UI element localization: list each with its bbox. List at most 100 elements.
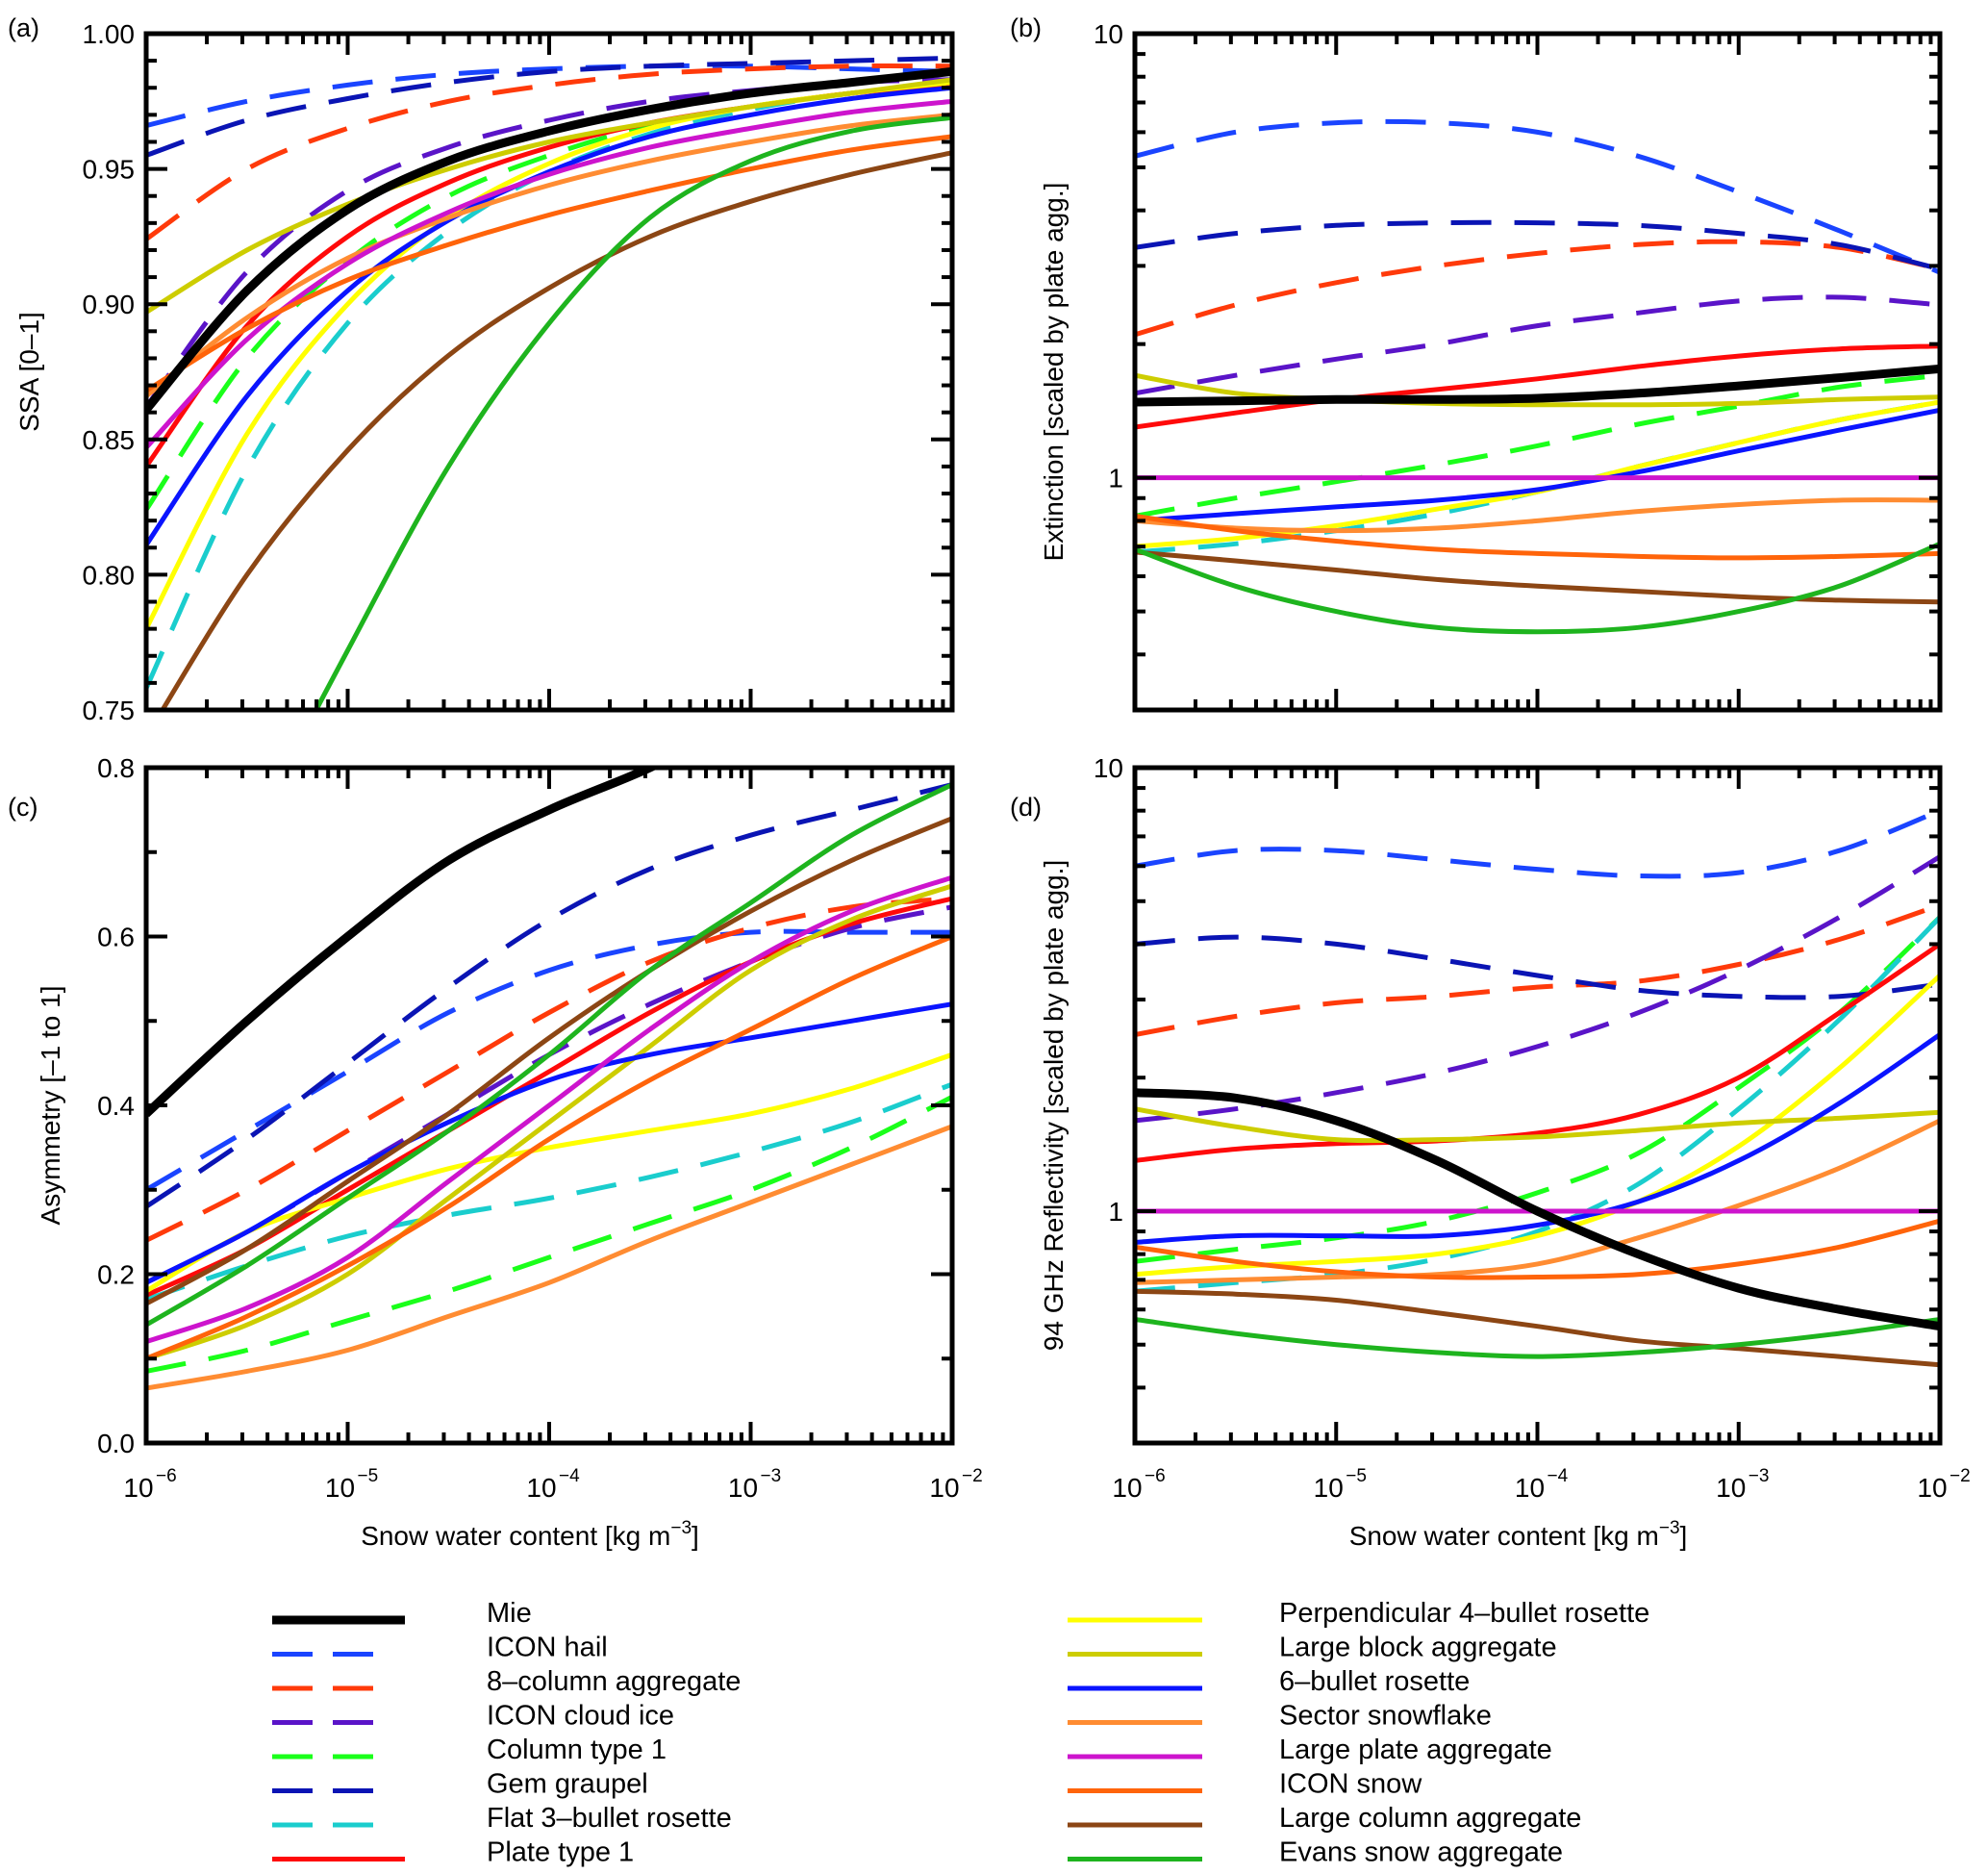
legend-label: Sector snowflake — [1279, 1701, 1492, 1732]
legend-label: Large plate aggregate — [1279, 1735, 1552, 1765]
legend-label: 6–bullet rosette — [1279, 1666, 1470, 1697]
legend-item: Large block aggregate — [1068, 1633, 1557, 1663]
legend-label: Evans snow aggregate — [1279, 1837, 1563, 1868]
x-tick-label-exponent: −2 — [1950, 1466, 1971, 1486]
series-line-sector-snowflake — [1135, 1118, 1940, 1285]
series-line-evans-snow-aggregate — [1135, 1317, 1940, 1359]
legend-item: Perpendicular 4–bullet rosette — [1068, 1598, 1649, 1629]
series-group — [146, 55, 952, 710]
series-line-large-column-aggregate — [146, 816, 952, 1306]
series-line-6-bullet-rosette — [146, 1001, 952, 1285]
legend-label: Column type 1 — [487, 1735, 667, 1765]
legend-label: Large column aggregate — [1279, 1803, 1581, 1834]
series-line-gem-graupel — [146, 55, 952, 158]
legend-item: ICON cloud ice — [272, 1701, 674, 1732]
x-tick-label-exponent: −6 — [1145, 1466, 1166, 1486]
series-line-gem-graupel — [1135, 219, 1940, 272]
series-line-icon-hail — [146, 928, 952, 1192]
y-tick-label: 10 — [1094, 19, 1123, 49]
series-line-plate-type-1 — [1135, 942, 1940, 1163]
legend-label: Perpendicular 4–bullet rosette — [1279, 1598, 1649, 1629]
series-line-icon-snow — [1135, 1218, 1940, 1280]
y-tick-label: 0.80 — [83, 560, 136, 590]
legend-item: Plate type 1 — [272, 1837, 634, 1868]
x-tick-label: 10 — [1716, 1473, 1746, 1503]
series-line-icon-hail — [1135, 118, 1940, 275]
x-tick-label-exponent: −3 — [1749, 1466, 1770, 1486]
legend-label: ICON cloud ice — [487, 1701, 674, 1732]
series-line-8-column-aggregate — [146, 63, 952, 241]
series-line-flat-3-bullet-rosette — [146, 1081, 952, 1303]
series-group — [1135, 118, 1940, 635]
plot-frame — [1132, 31, 1943, 713]
series-line-large-block-aggregate — [146, 883, 952, 1361]
series-line-mie — [146, 66, 952, 413]
series-line-mie — [1135, 1088, 1940, 1331]
series-line-plate-type-1 — [1135, 343, 1940, 430]
series-line-mie — [146, 768, 661, 1118]
y-tick-label: 10 — [1094, 753, 1123, 783]
series-line-icon-snow — [1135, 513, 1940, 561]
legend-item: Mie — [272, 1598, 532, 1629]
series-line-large-column-aggregate — [1135, 549, 1940, 605]
series-line-large-column-aggregate — [160, 150, 952, 710]
panel-tag: (c) — [8, 793, 38, 822]
panel-tag: (b) — [1010, 13, 1042, 42]
x-tick-label: 10 — [1515, 1473, 1545, 1503]
legend-item: Column type 1 — [272, 1735, 667, 1765]
series-line-column-type-1 — [1135, 372, 1940, 519]
legend-label: ICON hail — [487, 1633, 608, 1663]
x-tick-label: 10 — [1917, 1473, 1947, 1503]
x-tick-label: 10 — [526, 1473, 556, 1503]
panel-a: 0.75 0.80 0.85 0.90 0.95 1.00 SSA [0–1] (a) — [8, 13, 955, 725]
legend-label: Mie — [487, 1598, 532, 1629]
y-axis-title: SSA [0–1] — [14, 312, 44, 432]
legend-label: Gem graupel — [487, 1769, 648, 1800]
series-line-evans-snow-aggregate — [146, 782, 952, 1328]
series-line-perpendicular-4-bullet-rosette — [146, 1051, 952, 1294]
x-tick-label-exponent: −2 — [962, 1466, 983, 1486]
series-line-mie — [1135, 364, 1940, 407]
series-line-gem-graupel — [146, 782, 952, 1209]
y-axis-title: Asymmetry [–1 to 1] — [36, 986, 65, 1226]
x-axis-title: Snow water content [kg m−3] — [1349, 1518, 1688, 1551]
series-line-sector-snowflake — [146, 1124, 952, 1391]
legend-item: ICON hail — [272, 1633, 608, 1663]
legend-item: Gem graupel — [272, 1769, 648, 1800]
series-line-large-block-aggregate — [1135, 372, 1940, 408]
series-line-8-column-aggregate — [1135, 902, 1940, 1037]
x-tick-label: 10 — [1314, 1473, 1344, 1503]
x-tick-label-exponent: −5 — [1346, 1466, 1367, 1486]
legend-item: Large plate aggregate — [1068, 1735, 1552, 1765]
legend-label: Flat 3–bullet rosette — [487, 1803, 732, 1834]
panel-tag: (d) — [1010, 793, 1042, 822]
y-tick-label: 0.90 — [83, 290, 136, 319]
series-line-perpendicular-4-bullet-rosette — [1135, 399, 1940, 549]
series-line-evans-snow-aggregate — [1135, 541, 1940, 635]
x-tick-label-exponent: −4 — [559, 1466, 580, 1486]
y-tick-label: 0.75 — [83, 696, 136, 725]
x-tick-label-exponent: −6 — [156, 1466, 177, 1486]
legend-item: 8–column aggregate — [272, 1666, 741, 1697]
legend-item: Large column aggregate — [1068, 1803, 1581, 1834]
panel-tag: (a) — [8, 13, 39, 42]
y-tick-label: 0.2 — [97, 1260, 135, 1290]
series-line-6-bullet-rosette — [1135, 1032, 1940, 1245]
panel-c: 0.00.20.40.60.810 −6 10 −5 10 −4 10 −3 10 −2Snow … — [8, 753, 983, 1551]
x-tick-label-exponent: −5 — [358, 1466, 379, 1486]
series-line-evans-snow-aggregate — [313, 114, 952, 710]
x-tick-label: 10 — [123, 1473, 153, 1503]
y-axis-title: Extinction [scaled by plate agg.] — [1039, 183, 1069, 562]
series-line-large-column-aggregate — [1135, 1288, 1940, 1368]
series-line-column-type-1 — [146, 80, 952, 512]
legend-label: 8–column aggregate — [487, 1666, 741, 1697]
x-tick-label: 10 — [728, 1473, 758, 1503]
legend-item: Evans snow aggregate — [1068, 1837, 1563, 1868]
x-tick-label-exponent: −4 — [1548, 1466, 1569, 1486]
series-line-icon-hail — [1135, 808, 1940, 879]
x-tick-label: 10 — [325, 1473, 355, 1503]
y-tick-label: 0.95 — [83, 155, 136, 185]
y-tick-label: 1.00 — [83, 19, 136, 49]
